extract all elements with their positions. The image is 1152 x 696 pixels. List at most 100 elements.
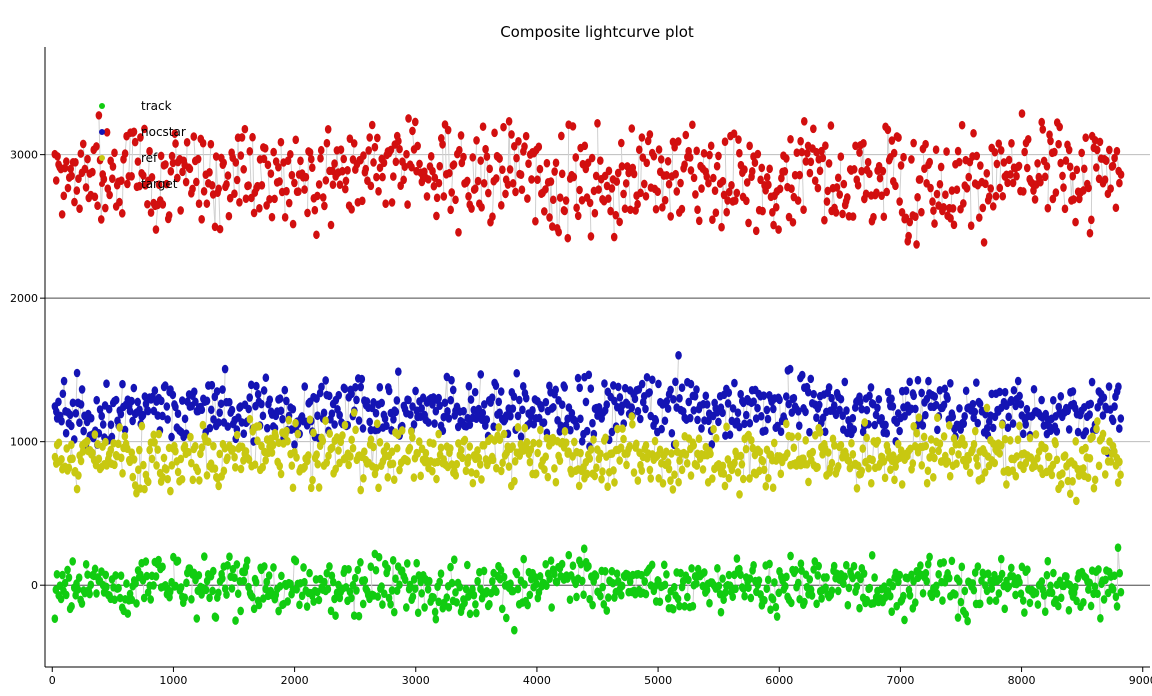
series-target-point	[505, 116, 513, 126]
series-track-point	[1007, 563, 1015, 573]
series-target-point	[890, 148, 898, 158]
series-target-point	[1018, 109, 1026, 118]
series-target-point	[474, 176, 482, 186]
series-target-point	[721, 137, 729, 147]
series-target-point	[374, 133, 381, 143]
series-ref-point	[656, 445, 664, 455]
series-target-point	[215, 184, 223, 194]
series-ref-point	[461, 435, 469, 445]
series-track-point	[866, 583, 874, 593]
series-nocstar-point	[664, 404, 672, 413]
series-ref-point	[155, 429, 163, 439]
series-ref-point	[633, 439, 640, 449]
series-nocstar-point	[385, 386, 393, 396]
series-track-point	[511, 625, 518, 635]
series-ref-point	[1014, 435, 1022, 445]
series-nocstar-point	[786, 364, 794, 374]
series-ref-connector	[494, 440, 497, 469]
series-track-point	[193, 614, 201, 623]
series-target-point	[301, 185, 308, 194]
series-target-connector	[1047, 134, 1051, 209]
series-nocstar-connector	[611, 385, 614, 432]
series-target-point	[72, 158, 79, 167]
series-target-point	[264, 160, 272, 170]
series-ref-point	[452, 470, 460, 480]
series-track-point	[1109, 584, 1117, 594]
series-target-point	[182, 177, 190, 187]
series-target-point	[843, 193, 851, 202]
series-ref-point	[1101, 470, 1109, 479]
series-nocstar-point	[206, 423, 214, 433]
series-nocstar-point	[1038, 395, 1045, 405]
series-ref-point	[848, 438, 855, 448]
series-target-connector	[98, 115, 101, 161]
series-track-point	[75, 573, 83, 582]
series-track-point	[91, 564, 99, 574]
series-target-point	[555, 227, 562, 237]
series-track-point	[452, 588, 459, 597]
series-track-point	[717, 607, 725, 617]
series-ref-point	[1012, 471, 1020, 481]
series-nocstar-connector	[779, 399, 782, 432]
series-nocstar-point	[940, 400, 948, 410]
series-target-point	[949, 204, 957, 213]
series-target-point	[783, 154, 790, 163]
series-target-point	[896, 197, 903, 206]
series-ref-point	[604, 482, 611, 492]
series-nocstar-point	[448, 375, 455, 385]
series-target-point	[650, 151, 658, 161]
series-ref-point	[738, 460, 746, 469]
series-track-point	[61, 578, 69, 588]
series-nocstar-point	[335, 390, 343, 400]
series-target-connector	[969, 162, 972, 226]
series-nocstar-point	[490, 422, 497, 431]
series-target-point	[625, 168, 632, 178]
series-target-point	[409, 126, 416, 136]
series-target-point	[977, 161, 984, 170]
series-nocstar-point	[353, 395, 360, 405]
series-ref-point	[199, 420, 207, 430]
series-target-connector	[472, 157, 475, 190]
series-track-point	[642, 589, 650, 599]
series-target-point	[404, 200, 411, 209]
series-ref-point	[154, 445, 161, 454]
series-ref-point	[672, 439, 680, 449]
series-target-point	[506, 165, 514, 174]
series-target-point	[67, 164, 74, 174]
series-target-point	[223, 180, 230, 189]
series-target-point	[152, 225, 160, 234]
series-target-point	[1112, 203, 1120, 213]
series-ref-point	[210, 441, 217, 451]
series-target-point	[101, 203, 109, 213]
series-target-point	[718, 222, 725, 232]
series-target-point	[620, 189, 627, 199]
series-ref-point	[493, 463, 500, 473]
series-track-point	[132, 579, 139, 588]
series-track-point	[87, 580, 95, 590]
series-track-point	[503, 613, 510, 623]
series-nocstar-point	[914, 375, 922, 385]
series-ref-point	[466, 442, 474, 451]
series-ref-point	[393, 443, 401, 453]
series-target-point	[344, 165, 351, 175]
series-track-point	[117, 571, 125, 580]
series-target-point	[665, 179, 673, 189]
series-target-point	[284, 156, 292, 165]
series-nocstar-point	[445, 414, 453, 423]
series-target-point	[821, 215, 828, 225]
series-ref-point	[628, 412, 636, 421]
series-target-point	[473, 136, 480, 145]
series-nocstar-point	[467, 395, 475, 404]
series-target-point	[270, 147, 277, 157]
series-target-point	[375, 186, 382, 196]
series-target-point	[535, 142, 543, 152]
series-ref-point	[922, 441, 930, 451]
legend-marker-track	[99, 103, 105, 109]
series-nocstar-point	[642, 404, 649, 414]
series-ref-point	[814, 462, 821, 472]
series-ref-point	[946, 421, 953, 430]
series-target-point	[840, 179, 848, 189]
series-target-point	[644, 136, 652, 146]
series-target-point	[883, 187, 890, 197]
series-track-point	[896, 570, 904, 580]
